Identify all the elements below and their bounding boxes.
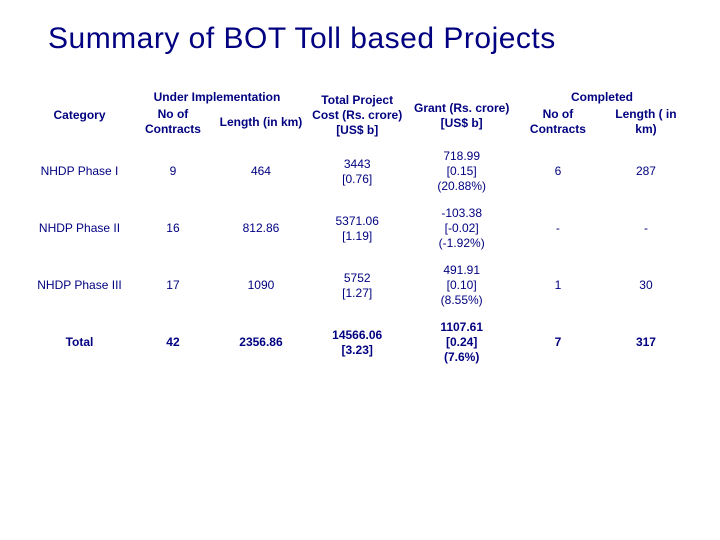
cell-category: NHDP Phase III [30, 257, 129, 314]
cell-cost: 14566.06[3.23] [305, 314, 409, 371]
cell-grant: 491.91[0.10](8.55%) [409, 257, 513, 314]
table-body: NHDP Phase I94643443[0.76]718.99[0.15](2… [30, 143, 690, 371]
col-ui-length: Length (in km) [217, 107, 305, 143]
cell-cost: 5752[1.27] [305, 257, 409, 314]
cell-c_length: 317 [602, 314, 690, 371]
table-row: NHDP Phase II16812.865371.06[1.19]-103.3… [30, 200, 690, 257]
col-ui-contracts: No of Contracts [129, 107, 217, 143]
col-category: Category [30, 84, 129, 143]
col-c-length: Length ( in km) [602, 107, 690, 143]
cell-c_length: - [602, 200, 690, 257]
cell-ui_length: 2356.86 [217, 314, 305, 371]
cell-c_length: 287 [602, 143, 690, 200]
col-under-implementation: Under Implementation [129, 84, 305, 107]
col-total-cost: Total Project Cost (Rs. crore) [US$ b] [305, 84, 409, 143]
cell-c_contracts: 1 [514, 257, 602, 314]
page-title: Summary of BOT Toll based Projects [0, 0, 720, 56]
cell-grant: -103.38[-0.02](-1.92%) [409, 200, 513, 257]
cell-grant: 718.99[0.15](20.88%) [409, 143, 513, 200]
table-row: NHDP Phase III1710905752[1.27]491.91[0.1… [30, 257, 690, 314]
cell-cost: 5371.06[1.19] [305, 200, 409, 257]
cell-ui_length: 812.86 [217, 200, 305, 257]
cell-c_contracts: 6 [514, 143, 602, 200]
projects-table: Category Under Implementation Total Proj… [30, 84, 690, 371]
cell-ui_contracts: 16 [129, 200, 217, 257]
cell-grant: 1107.61[0.24](7.6%) [409, 314, 513, 371]
cell-category: NHDP Phase II [30, 200, 129, 257]
cell-ui_length: 1090 [217, 257, 305, 314]
table-header: Category Under Implementation Total Proj… [30, 84, 690, 143]
cell-c_contracts: - [514, 200, 602, 257]
cell-c_contracts: 7 [514, 314, 602, 371]
cell-ui_contracts: 42 [129, 314, 217, 371]
cell-ui_contracts: 17 [129, 257, 217, 314]
cell-category: NHDP Phase I [30, 143, 129, 200]
table-row: Total422356.8614566.06[3.23]1107.61[0.24… [30, 314, 690, 371]
col-c-contracts: No of Contracts [514, 107, 602, 143]
cell-ui_contracts: 9 [129, 143, 217, 200]
cell-cost: 3443[0.76] [305, 143, 409, 200]
table-row: NHDP Phase I94643443[0.76]718.99[0.15](2… [30, 143, 690, 200]
col-completed: Completed [514, 84, 690, 107]
cell-ui_length: 464 [217, 143, 305, 200]
cell-category: Total [30, 314, 129, 371]
col-grant: Grant (Rs. crore) [US$ b] [409, 84, 513, 143]
cell-c_length: 30 [602, 257, 690, 314]
